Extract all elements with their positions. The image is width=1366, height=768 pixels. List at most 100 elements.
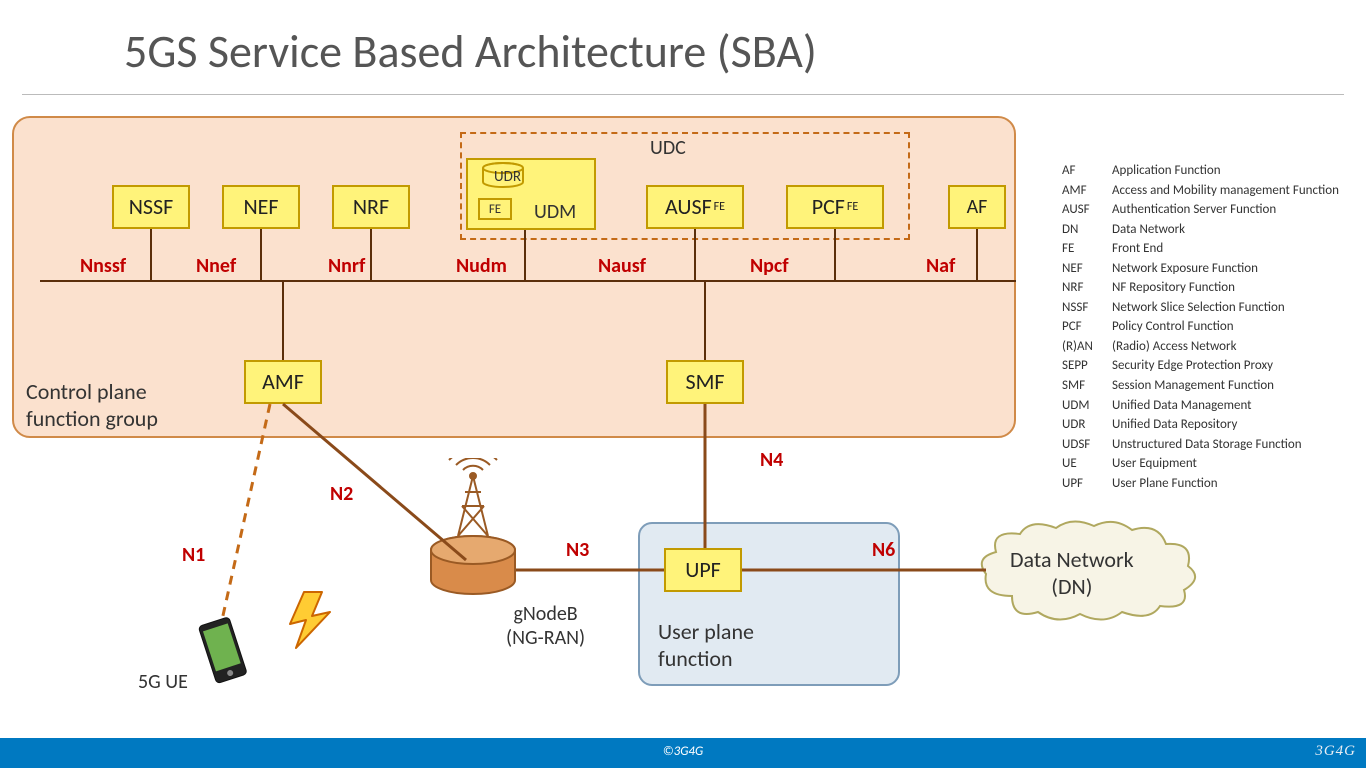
nf-pcf-sub: FE	[847, 201, 858, 213]
nf-nrf: NRF	[332, 185, 410, 229]
legend-row: (R)AN(Radio) Access Network	[1062, 338, 1351, 356]
legend-abbr: AF	[1062, 162, 1110, 180]
stub-smf	[704, 282, 706, 360]
ifc-npcf: Npcf	[750, 254, 789, 278]
udr-label: UDR	[494, 168, 521, 186]
legend-row: FEFront End	[1062, 240, 1351, 258]
legend: AFApplication Function AMFAccess and Mobi…	[1060, 160, 1353, 494]
legend-row: UDRUnified Data Repository	[1062, 416, 1351, 434]
legend-row: NSSFNetwork Slice Selection Function	[1062, 299, 1351, 317]
stub-pcf	[834, 229, 836, 280]
footer-bar: ©3G4G 3G4G	[0, 738, 1366, 768]
legend-abbr: SEPP	[1062, 357, 1110, 375]
gnodeb-label: gNodeB (NG-RAN)	[506, 602, 585, 650]
user-plane-label: User plane function	[658, 618, 754, 672]
stub-amf	[282, 282, 284, 360]
legend-abbr: UPF	[1062, 475, 1110, 493]
legend-full: Policy Control Function	[1112, 318, 1351, 336]
legend-full: Unified Data Management	[1112, 397, 1351, 415]
udm-label: UDM	[534, 200, 576, 224]
legend-abbr: FE	[1062, 240, 1110, 258]
stub-nssf	[150, 229, 152, 280]
ue-icon	[192, 614, 256, 699]
gnodeb-icon	[418, 458, 528, 613]
radio-bolt-icon	[286, 590, 336, 655]
legend-row: DNData Network	[1062, 221, 1351, 239]
legend-row: PCFPolicy Control Function	[1062, 318, 1351, 336]
nf-nssf: NSSF	[112, 185, 190, 229]
ifc-naf: Naf	[926, 254, 955, 278]
nf-amf-label: AMF	[262, 371, 304, 393]
legend-full: Network Slice Selection Function	[1112, 299, 1351, 317]
legend-full: (Radio) Access Network	[1112, 338, 1351, 356]
legend-full: Application Function	[1112, 162, 1351, 180]
legend-abbr: PCF	[1062, 318, 1110, 336]
legend-full: Network Exposure Function	[1112, 260, 1351, 278]
legend-abbr: SMF	[1062, 377, 1110, 395]
stub-udm	[524, 230, 526, 280]
nf-ausf: AUSFFE	[646, 185, 744, 229]
legend-row: UDSFUnstructured Data Storage Function	[1062, 436, 1351, 454]
stub-nrf	[370, 229, 372, 280]
footer-copyright: ©3G4G	[0, 744, 1366, 759]
legend-abbr: (R)AN	[1062, 338, 1110, 356]
title-rule	[22, 94, 1344, 95]
ifc-nnrf: Nnrf	[328, 254, 365, 278]
legend-row: AFApplication Function	[1062, 162, 1351, 180]
nf-nef-label: NEF	[243, 196, 278, 218]
ifc-n1: N1	[182, 543, 205, 567]
nf-ausf-label: AUSF	[665, 196, 712, 218]
nf-pcf: PCFFE	[786, 185, 884, 229]
nf-ausf-sub: FE	[714, 201, 725, 213]
page-title: 5GS Service Based Architecture (SBA)	[124, 24, 817, 80]
legend-full: Data Network	[1112, 221, 1351, 239]
legend-abbr: NSSF	[1062, 299, 1110, 317]
stub-af	[976, 229, 978, 280]
service-bus	[40, 280, 1016, 282]
legend-row: UPFUser Plane Function	[1062, 475, 1351, 493]
legend-full: Access and Mobility management Function	[1112, 182, 1351, 200]
ifc-n3: N3	[566, 538, 589, 562]
ue-label: 5G UE	[138, 670, 188, 694]
legend-full: Security Edge Protection Proxy	[1112, 357, 1351, 375]
ifc-n4: N4	[760, 448, 783, 472]
legend-abbr: AUSF	[1062, 201, 1110, 219]
nf-amf: AMF	[244, 360, 322, 404]
legend-row: UEUser Equipment	[1062, 455, 1351, 473]
legend-full: User Equipment	[1112, 455, 1351, 473]
nf-nssf-label: NSSF	[129, 196, 174, 218]
nf-smf-label: SMF	[685, 371, 724, 393]
legend-full: Authentication Server Function	[1112, 201, 1351, 219]
slide: 5GS Service Based Architecture (SBA) Con…	[0, 0, 1366, 768]
nf-smf: SMF	[666, 360, 744, 404]
legend-abbr: NEF	[1062, 260, 1110, 278]
nf-af: AF	[948, 185, 1006, 229]
legend-row: AMFAccess and Mobility management Functi…	[1062, 182, 1351, 200]
footer-logo: 3G4G	[1315, 743, 1356, 760]
legend-full: Session Management Function	[1112, 377, 1351, 395]
ifc-nnssf: Nnssf	[80, 254, 126, 278]
legend-abbr: UE	[1062, 455, 1110, 473]
ifc-n2: N2	[330, 482, 353, 506]
legend-full: Front End	[1112, 240, 1351, 258]
legend-row: NRFNF Repository Function	[1062, 279, 1351, 297]
fe-box: FE	[478, 198, 512, 220]
legend-full: Unstructured Data Storage Function	[1112, 436, 1351, 454]
control-plane-label: Control plane function group	[26, 378, 158, 432]
legend-row: AUSFAuthentication Server Function	[1062, 201, 1351, 219]
nf-upf-label: UPF	[685, 559, 721, 581]
stub-nef	[260, 229, 262, 280]
ifc-nudm: Nudm	[456, 254, 507, 278]
nf-af-label: AF	[967, 197, 988, 217]
ifc-nnef: Nnef	[196, 254, 236, 278]
ifc-n6: N6	[872, 538, 895, 562]
legend-row: UDMUnified Data Management	[1062, 397, 1351, 415]
nf-nrf-label: NRF	[353, 196, 389, 218]
ifc-nausf: Nausf	[598, 254, 646, 278]
legend-full: User Plane Function	[1112, 475, 1351, 493]
legend-full: Unified Data Repository	[1112, 416, 1351, 434]
stub-ausf	[694, 229, 696, 280]
udc-label: UDC	[650, 136, 686, 160]
legend-abbr: UDSF	[1062, 436, 1110, 454]
dn-cloud-label: Data Network (DN)	[1010, 546, 1134, 600]
